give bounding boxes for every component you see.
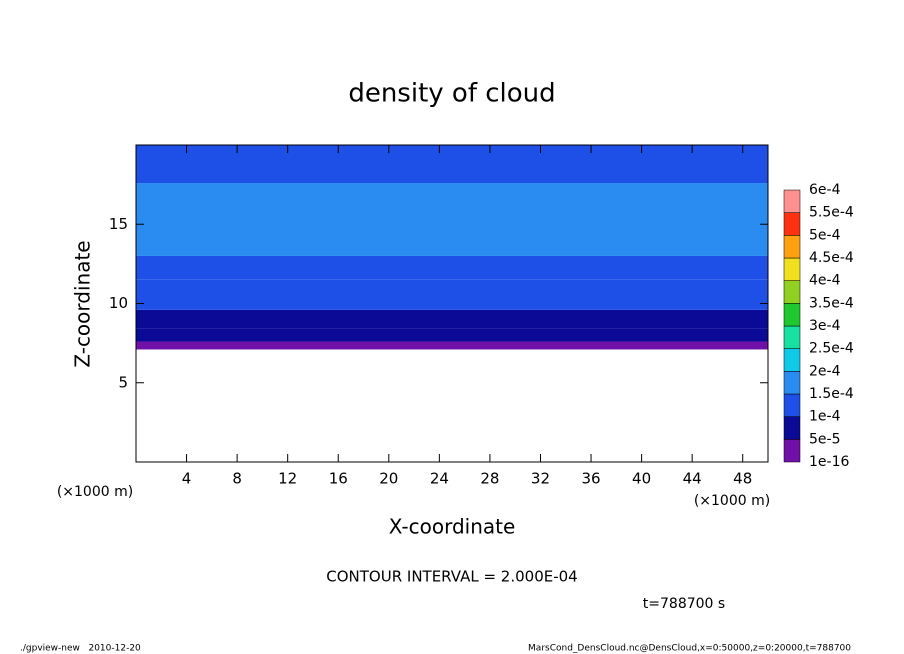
x-unit: (×1000 m) <box>694 493 770 509</box>
x-tick-label: 20 <box>379 470 398 488</box>
colorbar-label: 6e-4 <box>809 182 841 198</box>
colorbar-label: 3e-4 <box>809 318 841 334</box>
x-tick-label: 28 <box>480 470 499 488</box>
x-axis-label: X-coordinate <box>389 515 516 539</box>
colorbar-swatch <box>783 257 801 281</box>
colorbar-swatch <box>783 303 801 327</box>
footer-left: ./gpview-new 2010-12-20 <box>20 644 141 654</box>
colorbar-label: 1e-4 <box>809 409 841 425</box>
x-tick-label: 4 <box>182 470 192 488</box>
contour-band <box>136 309 768 329</box>
colorbar-label: 2.5e-4 <box>809 341 854 357</box>
x-tick-label: 44 <box>683 470 702 488</box>
chart-title: density of cloud <box>348 79 555 109</box>
colorbar-label: 2e-4 <box>809 363 841 379</box>
y-axis-label: Z-coordinate <box>71 240 95 367</box>
colorbar-label: 5e-4 <box>809 227 841 243</box>
contour-band <box>136 255 768 280</box>
x-tick-label: 8 <box>232 470 242 488</box>
colorbar-label: 4e-4 <box>809 273 841 289</box>
colorbar-label: 1e-16 <box>809 454 849 470</box>
colorbar-swatch <box>783 235 801 259</box>
colorbar-label: 4.5e-4 <box>809 250 854 266</box>
footer-right: MarsCond_DensCloud.nc@DensCloud,x=0:5000… <box>528 644 851 654</box>
contour-interval: CONTOUR INTERVAL = 2.000E-04 <box>326 568 577 586</box>
colorbar-swatch <box>783 325 801 349</box>
colorbar-swatch <box>783 393 801 417</box>
colorbar-swatch <box>783 416 801 440</box>
x-tick-label: 32 <box>531 470 550 488</box>
colorbar-label: 1.5e-4 <box>809 386 854 402</box>
y-tick-label: 15 <box>109 215 128 233</box>
contour-band <box>136 279 768 310</box>
y-unit: (×1000 m) <box>57 484 133 500</box>
x-tick-label: 36 <box>581 470 600 488</box>
x-tick-label: 16 <box>329 470 348 488</box>
colorbar-label: 5e-5 <box>809 431 840 447</box>
colorbar-swatch <box>783 348 801 372</box>
colorbar-swatch <box>783 371 801 395</box>
x-tick-label: 12 <box>278 470 297 488</box>
x-tick-label: 40 <box>632 470 651 488</box>
colorbar-swatch <box>783 189 801 213</box>
colorbar-swatch <box>783 212 801 236</box>
x-tick-label: 48 <box>733 470 752 488</box>
colorbar-label: 5.5e-4 <box>809 205 854 221</box>
contour-band <box>136 183 768 256</box>
colorbar-swatch <box>783 280 801 304</box>
y-tick-label: 5 <box>118 373 128 391</box>
contour-band <box>136 328 768 342</box>
y-tick-label: 10 <box>109 294 128 312</box>
time-label: t=788700 s <box>643 596 725 612</box>
contour-band <box>136 145 768 184</box>
colorbar-swatch <box>783 439 801 463</box>
contour-band <box>136 341 768 350</box>
colorbar-label: 3.5e-4 <box>809 295 854 311</box>
x-tick-label: 24 <box>430 470 449 488</box>
